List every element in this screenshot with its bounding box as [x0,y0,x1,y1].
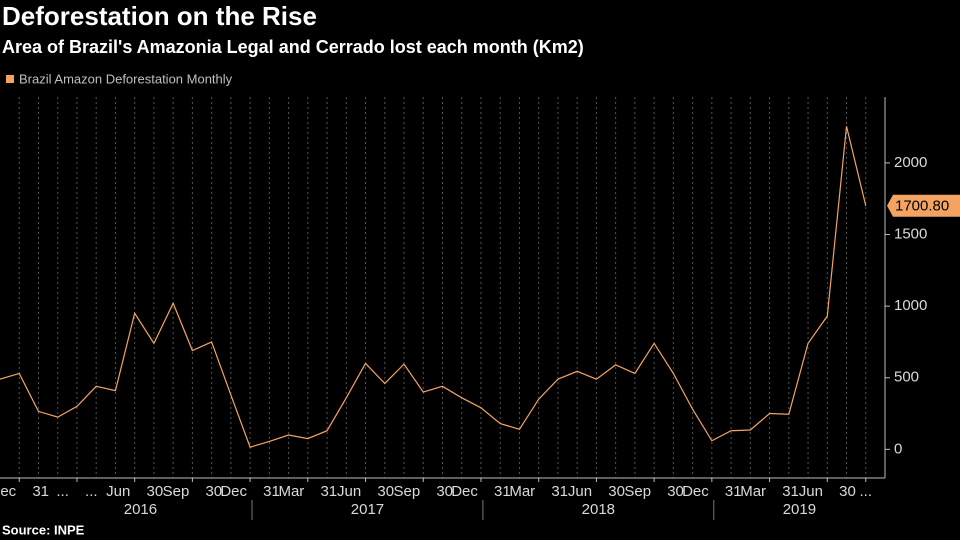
x-tick-label: Mar 31 [278,483,337,500]
year-label: 2017 [351,501,384,518]
x-tick-label: Dec 31 [682,483,742,500]
series-line [0,126,867,448]
chart-subtitle: Area of Brazil's Amazonia Legal and Cerr… [2,37,584,57]
x-tick-label: Sep 30 [393,483,453,500]
chart-title: Deforestation on the Rise [2,1,317,31]
y-tick-label: 500 [894,369,919,386]
legend-label: Brazil Amazon Deforestation Monthly [19,71,233,86]
x-tick-label: Jun 30 [106,483,163,500]
x-tick-label: Jun 30 [799,483,856,500]
x-tick-label: Jun 30 [337,483,394,500]
x-tick-label: Jun 30 [568,483,625,500]
x-tick-label: Sep 30 [624,483,684,500]
year-label: 2016 [124,501,157,518]
x-tick-label: Mar 31 [740,483,799,500]
source: Source: INPE [2,522,85,537]
x-tick-label: Dec 31 [451,483,511,500]
x-tick-label: Dec 31 [0,483,49,500]
x-tick-label: Dec 31 [220,483,280,500]
y-tick-label: 2000 [894,154,927,171]
legend-swatch [6,75,14,83]
year-label: 2018 [582,501,615,518]
y-tick-label: 0 [894,440,902,457]
y-tick-label: 1000 [894,297,927,314]
value-label-box [887,194,960,217]
y-tick-label: 1500 [894,225,927,242]
x-tick-label: ... ... [56,483,97,500]
x-tick-label: ... [860,483,873,500]
value-label: 1700.80 [895,198,949,215]
x-tick-label: Sep 30 [163,483,223,500]
year-label: 2019 [783,501,816,518]
x-tick-label: Mar 31 [509,483,568,500]
